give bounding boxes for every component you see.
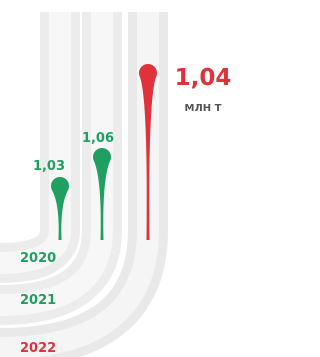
year-label: 2022 (20, 341, 56, 356)
year-label: 2021 (20, 293, 56, 308)
year-label: 2020 (20, 251, 56, 266)
unit-label: МЛН Т (185, 103, 222, 114)
value-label: 1,03 (33, 159, 65, 174)
value-label: 1,04 (175, 65, 232, 91)
infographic: 1,03 1,06 1,04 МЛН Т 2020 2021 2022 (0, 0, 251, 357)
value-label: 1,06 (82, 131, 114, 146)
